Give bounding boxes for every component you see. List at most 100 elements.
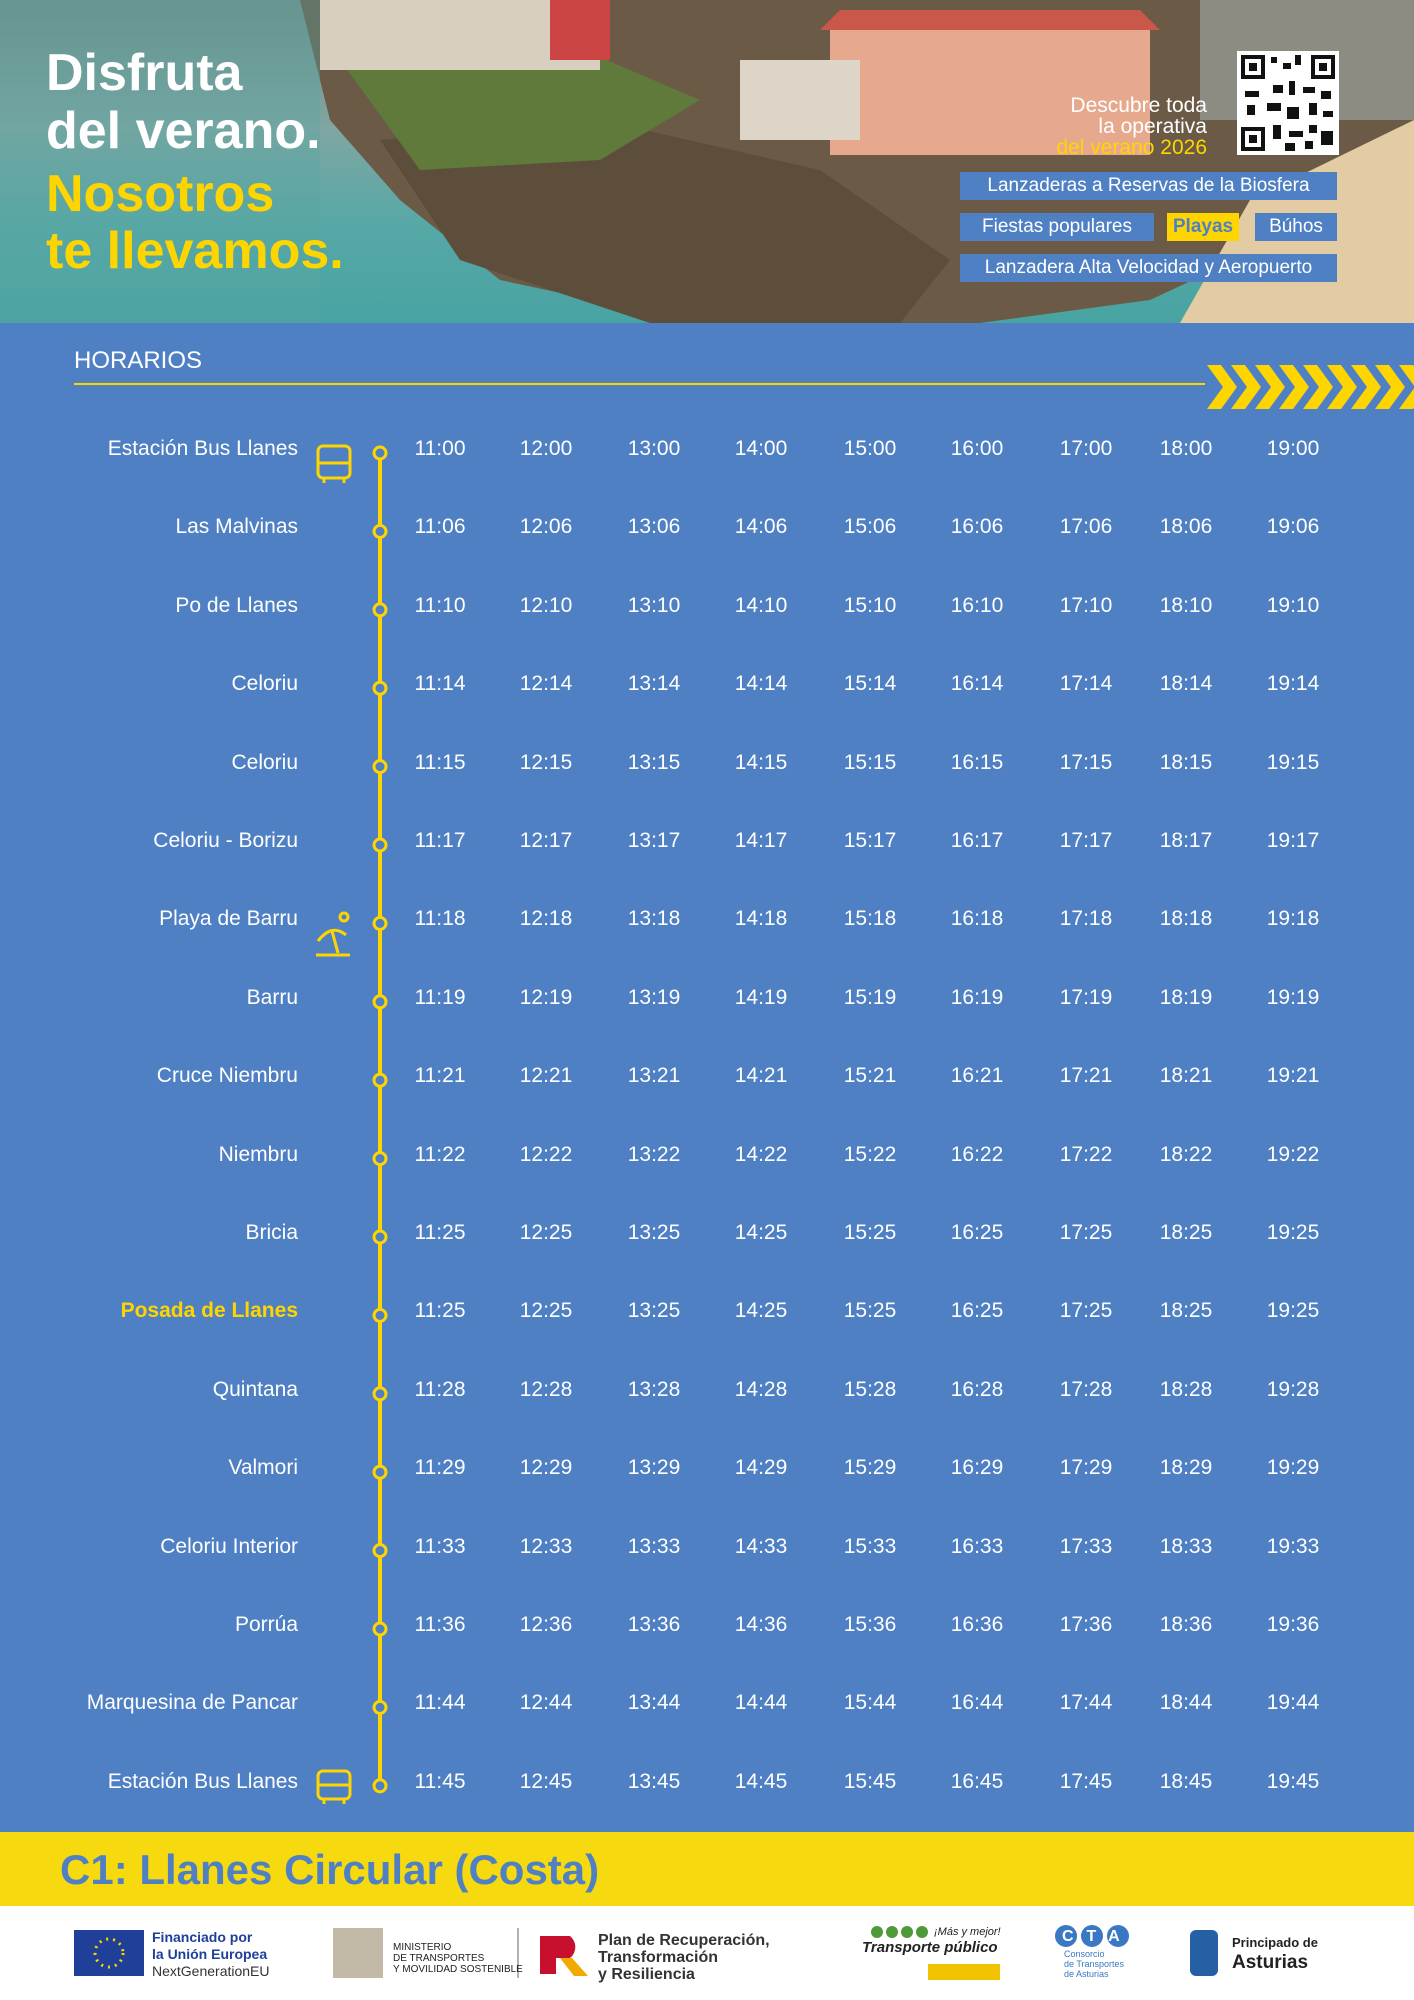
departure-time: 18:25 (1159, 1221, 1213, 1244)
departure-time: 14:36 (734, 1613, 788, 1636)
departure-time: 19:25 (1266, 1299, 1320, 1323)
departure-time: 12:25 (519, 1221, 573, 1244)
departure-time: 17:19 (1059, 985, 1113, 1009)
departure-time: 14:28 (734, 1377, 788, 1401)
departure-time: 19:29 (1266, 1456, 1320, 1480)
departure-time: 15:00 (843, 437, 897, 460)
departure-time: 12:28 (519, 1377, 573, 1401)
departure-time: 13:45 (627, 1769, 681, 1793)
departure-time: 12:25 (519, 1299, 573, 1323)
departure-time: 15:45 (843, 1769, 897, 1793)
departure-time: 18:10 (1159, 593, 1213, 617)
stop-name: Cruce Niembru (156, 1064, 298, 1088)
departure-time: 13:25 (627, 1299, 681, 1323)
cta-text: de Asturias (1064, 1969, 1109, 1979)
departure-time: 13:21 (627, 1064, 681, 1088)
stop-name: Las Malvinas (175, 515, 298, 539)
departure-time: 11:45 (414, 1769, 466, 1793)
departure-time: 17:45 (1059, 1769, 1113, 1793)
departure-time: 12:14 (519, 672, 573, 696)
departure-time: 12:21 (519, 1064, 573, 1088)
chevron (1255, 365, 1285, 409)
departure-time: 11:21 (414, 1064, 466, 1088)
title-line: Disfruta (46, 44, 243, 102)
departure-time: 17:00 (1059, 437, 1113, 460)
plan-text: Transformación (598, 1949, 719, 1966)
departure-time: 18:06 (1159, 515, 1213, 539)
departure-time: 13:10 (627, 593, 681, 617)
departure-time: 11:29 (414, 1456, 466, 1480)
departure-time: 17:06 (1059, 515, 1113, 539)
stop-name: Estación Bus Llanes (107, 437, 298, 460)
departure-time: 11:00 (414, 437, 466, 460)
departure-time: 16:18 (950, 907, 1004, 931)
departure-time: 17:21 (1059, 1064, 1113, 1088)
stop-name: Niembru (218, 1142, 298, 1166)
departure-time: 19:15 (1266, 750, 1320, 774)
departure-time: 16:22 (950, 1142, 1004, 1166)
departure-time: 15:22 (843, 1142, 897, 1166)
departure-time: 11:14 (414, 672, 466, 696)
departure-time: 14:45 (734, 1769, 788, 1793)
departure-time: 11:18 (414, 907, 466, 931)
departure-time: 18:18 (1159, 907, 1213, 931)
departure-time: 19:45 (1266, 1769, 1320, 1793)
footer: Financiado por la Unión Europea NextGenera… (0, 1906, 1414, 2000)
stop-name: Celoriu Interior (160, 1534, 298, 1558)
stop-dot (372, 1621, 388, 1637)
eu-text: Financiado por (152, 1929, 253, 1945)
departure-time: 16:25 (950, 1299, 1004, 1323)
plan-text: Plan de Recuperación, (598, 1932, 770, 1949)
departure-time: 11:17 (414, 829, 466, 852)
stop-dot (372, 1778, 388, 1794)
departure-time: 17:15 (1059, 750, 1113, 774)
ministry-text: DE TRANSPORTES (393, 1953, 485, 1964)
departure-time: 15:25 (843, 1221, 897, 1244)
departure-time: 18:14 (1159, 672, 1213, 696)
cta-text: de Transportes (1064, 1959, 1125, 1969)
departure-time: 19:22 (1266, 1142, 1320, 1166)
departure-time: 16:28 (950, 1377, 1004, 1401)
stop-name: Quintana (212, 1377, 298, 1401)
stop-dot (372, 680, 388, 696)
departure-time: 11:33 (414, 1534, 466, 1558)
departure-time: 18:25 (1159, 1299, 1213, 1323)
departure-time: 13:29 (627, 1456, 681, 1480)
departure-time: 13:00 (627, 437, 681, 460)
eu-text: la Unión Europea (152, 1946, 268, 1962)
departure-time: 11:15 (414, 750, 466, 774)
cta-text: CTA (1062, 1928, 1133, 1945)
departure-time: 12:45 (519, 1769, 573, 1793)
stop-dot (372, 523, 388, 539)
departure-time: 15:29 (843, 1456, 897, 1480)
departure-time: 17:25 (1059, 1221, 1113, 1244)
departure-time: 11:25 (414, 1221, 466, 1244)
stop-dot (372, 915, 388, 931)
departure-time: 17:18 (1059, 907, 1113, 931)
stop-dot (372, 1543, 388, 1559)
principado-text: Asturias (1232, 1952, 1309, 1973)
category-tag: Playas (1167, 213, 1239, 241)
departure-time: 18:19 (1159, 985, 1213, 1009)
stop-name: Playa de Barru (159, 907, 298, 931)
departure-time: 11:19 (414, 985, 466, 1009)
departure-time: 18:29 (1159, 1456, 1213, 1480)
stop-dot (372, 837, 388, 853)
hero-photo: Disfruta del verano. Nosotros te llevamos. D… (0, 0, 1414, 323)
stop-dot (372, 1151, 388, 1167)
slogan-line: Nosotros (46, 165, 275, 223)
departure-time: 16:14 (950, 672, 1004, 696)
ministry-text: Y MOVILIDAD SOSTENIBLE (393, 1964, 523, 1975)
cta-text: Consorcio (1064, 1949, 1105, 1959)
departure-time: 12:10 (519, 593, 573, 617)
stop-dot (372, 994, 388, 1010)
departure-time: 12:19 (519, 985, 573, 1009)
departure-time: 13:44 (627, 1691, 681, 1715)
departure-time: 16:06 (950, 515, 1004, 539)
transport-text: Transporte público (862, 1939, 998, 1956)
principado-text: Principado de (1232, 1935, 1318, 1950)
departure-time: 13:22 (627, 1142, 681, 1166)
departure-time: 14:19 (734, 985, 788, 1009)
departure-time: 16:17 (950, 829, 1004, 852)
departure-time: 15:06 (843, 515, 897, 539)
